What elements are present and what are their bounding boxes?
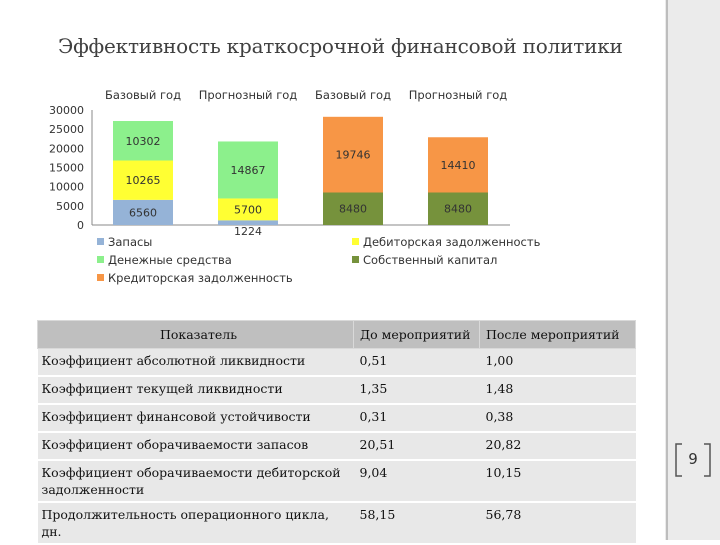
row-after: 10,15 bbox=[479, 460, 636, 503]
y-tick-label: 10000 bbox=[49, 181, 84, 194]
row-label: Коэффициент оборачиваемости дебиторской … bbox=[37, 460, 354, 503]
row-before: 9,04 bbox=[353, 460, 480, 503]
bar-segment bbox=[428, 137, 488, 193]
right-decorative-band bbox=[665, 0, 720, 540]
y-tick-label: 0 bbox=[77, 219, 84, 232]
bar-segment bbox=[113, 160, 173, 200]
row-before: 0,51 bbox=[353, 348, 480, 377]
data-label: 14867 bbox=[231, 164, 266, 177]
data-label: 8480 bbox=[444, 203, 472, 216]
band-divider-line bbox=[666, 0, 668, 540]
row-after: 20,82 bbox=[479, 432, 636, 461]
legend-swatch bbox=[97, 256, 104, 263]
header-indicator: Показатель bbox=[37, 320, 354, 349]
y-tick-label: 20000 bbox=[49, 142, 84, 155]
table-row: Коэффициент абсолютной ликвидности 0,51 … bbox=[37, 348, 636, 377]
row-label: Коэффициент финансовой устойчивости bbox=[37, 404, 354, 433]
bar-segment bbox=[113, 121, 173, 161]
legend-swatch bbox=[97, 238, 104, 245]
legend-swatch bbox=[352, 238, 359, 245]
y-tick-label: 15000 bbox=[49, 162, 84, 175]
legend-swatch bbox=[352, 256, 359, 263]
y-tick-label: 25000 bbox=[49, 123, 84, 136]
bracket-frame-icon bbox=[675, 443, 711, 477]
page-number-badge: 9 bbox=[673, 440, 713, 480]
row-label: Коэффициент текущей ликвидности bbox=[37, 376, 354, 405]
indicators-table: Показатель До мероприятий После мероприя… bbox=[37, 320, 636, 545]
y-tick-label: 5000 bbox=[56, 200, 84, 213]
bar-segment bbox=[323, 192, 383, 225]
table-row: Коэффициент финансовой устойчивости 0,31… bbox=[37, 404, 636, 433]
row-before: 0,31 bbox=[353, 404, 480, 433]
category-label: Базовый год bbox=[315, 88, 391, 102]
row-before: 1,35 bbox=[353, 376, 480, 405]
row-label: Продолжительность операционного цикла, д… bbox=[37, 502, 354, 545]
table-row: Продолжительность операционного цикла, д… bbox=[37, 502, 636, 545]
row-after: 0,38 bbox=[479, 404, 636, 433]
legend-swatch bbox=[97, 274, 104, 281]
legend-entry: Кредиторская задолженность bbox=[108, 271, 293, 285]
table-header-row: Показатель До мероприятий После мероприя… bbox=[37, 320, 636, 349]
bar-segment bbox=[218, 198, 278, 221]
table-row: Коэффициент оборачиваемости запасов 20,5… bbox=[37, 432, 636, 461]
row-before: 20,51 bbox=[353, 432, 480, 461]
row-after: 1,00 bbox=[479, 348, 636, 377]
table-row: Коэффициент оборачиваемости дебиторской … bbox=[37, 460, 636, 503]
data-label: 8480 bbox=[339, 203, 367, 216]
row-label: Коэффициент абсолютной ликвидности bbox=[37, 348, 354, 377]
data-label: 10302 bbox=[126, 135, 161, 148]
data-label: 10265 bbox=[126, 174, 161, 187]
bar-segment bbox=[218, 220, 278, 225]
data-label: 19746 bbox=[336, 149, 371, 162]
header-after: После мероприятий bbox=[479, 320, 636, 349]
legend-entry: Денежные средства bbox=[108, 253, 232, 267]
slide-title: Эффективность краткосрочной финансовой п… bbox=[58, 34, 623, 58]
legend-entry: Собственный капитал bbox=[363, 253, 497, 267]
y-tick-label: 30000 bbox=[49, 104, 84, 117]
bar-segment bbox=[218, 141, 278, 199]
row-after: 56,78 bbox=[479, 502, 636, 545]
row-before: 58,15 bbox=[353, 502, 480, 545]
category-label: Прогнозный год bbox=[199, 88, 298, 102]
header-before: До мероприятий bbox=[353, 320, 480, 349]
bar-segment bbox=[113, 199, 173, 225]
bar-segment bbox=[323, 116, 383, 193]
legend-entry: Дебиторская задолженность bbox=[363, 235, 541, 249]
data-label: 6560 bbox=[129, 206, 157, 219]
page-number: 9 bbox=[688, 450, 698, 468]
stacked-bar-chart: 0 5000 10000 15000 20000 25000 30000 Базовый го… bbox=[49, 88, 541, 285]
table-row: Коэффициент текущей ликвидности 1,35 1,4… bbox=[37, 376, 636, 405]
legend-entry: Запасы bbox=[108, 235, 152, 249]
category-label: Базовый год bbox=[105, 88, 181, 102]
category-label: Прогнозный год bbox=[409, 88, 508, 102]
row-after: 1,48 bbox=[479, 376, 636, 405]
data-label: 1224 bbox=[234, 225, 262, 238]
bar-segment bbox=[428, 192, 488, 225]
data-label: 14410 bbox=[441, 159, 476, 172]
data-label: 5700 bbox=[234, 203, 262, 216]
row-label: Коэффициент оборачиваемости запасов bbox=[37, 432, 354, 461]
